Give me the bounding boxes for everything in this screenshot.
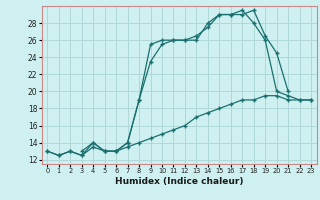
X-axis label: Humidex (Indice chaleur): Humidex (Indice chaleur) bbox=[115, 177, 244, 186]
